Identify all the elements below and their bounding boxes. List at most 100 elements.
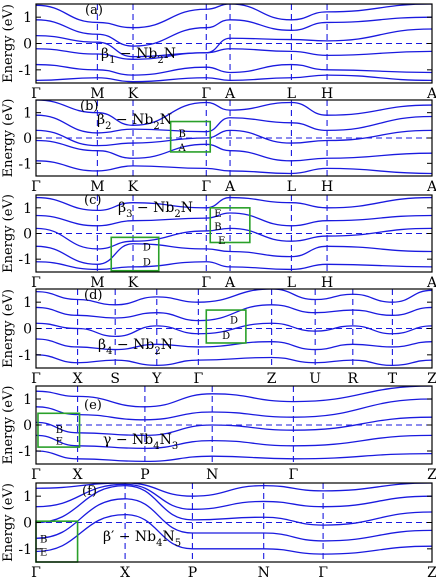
y-tick-label: -1	[18, 63, 32, 79]
panel-6: Γ X P N Γ Z BE -1 0 1 Energy (eV) (f) β′ − Nb4N5	[1, 482, 436, 578]
kpoint-label: N	[206, 467, 218, 483]
band-line	[36, 416, 432, 437]
y-axis-label: Energy (eV)	[1, 386, 16, 465]
kpoint-label: K	[128, 275, 139, 291]
kpoint-label: X	[73, 467, 83, 483]
kpoint-label: T	[388, 371, 398, 387]
y-tick-label: 1	[23, 392, 32, 408]
kpoint-label: P	[140, 467, 149, 483]
band-line	[36, 322, 432, 338]
kpoint-label: Γ	[31, 467, 41, 483]
highlight-box	[209, 207, 251, 244]
kpoint-label: U	[309, 371, 321, 387]
band-line	[36, 398, 432, 421]
band-line	[36, 74, 432, 83]
highlight-box	[169, 120, 212, 153]
kpoint-label: A	[426, 86, 436, 102]
band-line	[36, 63, 432, 76]
kpoint-label: M	[90, 179, 104, 195]
y-tick-label: -1	[18, 348, 32, 364]
y-tick-label: 1	[23, 295, 32, 311]
bands	[36, 289, 432, 367]
kpoint-label: A	[224, 179, 236, 195]
kpoint-label: N	[258, 565, 270, 578]
kpoint-label: Γ	[201, 179, 211, 195]
panel-label: (d)	[84, 288, 102, 303]
band-line	[36, 354, 432, 367]
band-line	[36, 139, 432, 162]
kpoint-label: K	[128, 179, 139, 195]
kpoint-label: A	[224, 86, 236, 102]
crossing-label: A	[178, 143, 187, 154]
kpoint-label: Γ	[289, 467, 299, 483]
kpoint-label: A	[224, 275, 236, 291]
kpoint-label: X	[120, 565, 130, 578]
kpoint-label: H	[321, 179, 333, 195]
y-tick-label: 0	[23, 37, 32, 53]
kpoint-label: L	[287, 179, 296, 195]
y-tick-label: 1	[23, 10, 32, 26]
kpoint-label: Γ	[31, 371, 41, 387]
band-line	[36, 338, 432, 351]
band-line	[36, 196, 432, 212]
y-axis-label: Energy (eV)	[1, 194, 16, 273]
kpoint-label: L	[287, 275, 296, 291]
band-line	[36, 483, 432, 510]
y-tick-label: 0	[23, 131, 32, 147]
band-line	[36, 160, 432, 175]
band-line	[36, 434, 432, 450]
y-axis-label: Energy (eV)	[1, 4, 16, 83]
kpoint-label: A	[426, 275, 436, 291]
band-line	[36, 513, 432, 555]
crossing-label: D	[230, 315, 238, 326]
y-tick-label: -1	[18, 156, 32, 172]
y-tick-label: -1	[18, 444, 32, 460]
kpoint-label: Γ	[31, 565, 41, 578]
material-label: β1 − Nb2N	[101, 46, 176, 66]
material-label: β2 − Nb2N	[97, 112, 172, 132]
highlight-box	[110, 236, 160, 272]
band-line	[36, 484, 432, 526]
crossing-label: E	[56, 437, 63, 448]
y-tick-label: 0	[23, 322, 32, 338]
bands	[36, 100, 432, 175]
crossing-label: D	[143, 242, 151, 253]
y-axis-label: Energy (eV)	[1, 289, 16, 368]
kpoint-label: M	[90, 275, 104, 291]
y-tick-label: 1	[23, 489, 32, 505]
kpoint-label: S	[110, 371, 120, 387]
material-label: β3 − Nb2N	[118, 200, 193, 220]
band-line	[36, 450, 432, 463]
panel-5: Γ X P N Γ Z BE -1 0 1 Energy (eV) (e) γ − Nb4N3	[1, 385, 436, 483]
crossing-label: E	[218, 236, 225, 247]
kpoint-label: Z	[427, 565, 436, 578]
kpoint-label: Γ	[31, 275, 41, 291]
kpoint-label: Z	[267, 371, 277, 387]
kpoint-label: K	[128, 86, 139, 102]
kpoint-label: Γ	[31, 86, 41, 102]
band-line	[36, 386, 432, 408]
band-line	[36, 129, 432, 147]
kpoint-label: M	[90, 86, 104, 102]
y-tick-label: 1	[23, 201, 32, 217]
crossing-label: B	[40, 534, 47, 545]
band-line	[36, 4, 432, 29]
band-line	[36, 304, 432, 322]
y-tick-label: -1	[18, 252, 32, 268]
kpoint-label: Γ	[31, 179, 41, 195]
panel-label: (e)	[84, 398, 102, 413]
material-label: γ − Nb4N3	[103, 432, 178, 452]
crossing-label: B	[56, 425, 63, 436]
y-axis-label: Energy (eV)	[1, 483, 16, 562]
kpoint-label: Γ	[201, 86, 211, 102]
kpoint-label: Γ	[318, 565, 328, 578]
crossing-label: B	[214, 222, 221, 233]
highlight-box	[205, 309, 247, 344]
y-tick-label: 0	[23, 418, 32, 434]
band-line	[36, 289, 432, 306]
crossing-label: D	[222, 331, 230, 342]
bands	[36, 4, 432, 83]
bands	[36, 196, 432, 271]
